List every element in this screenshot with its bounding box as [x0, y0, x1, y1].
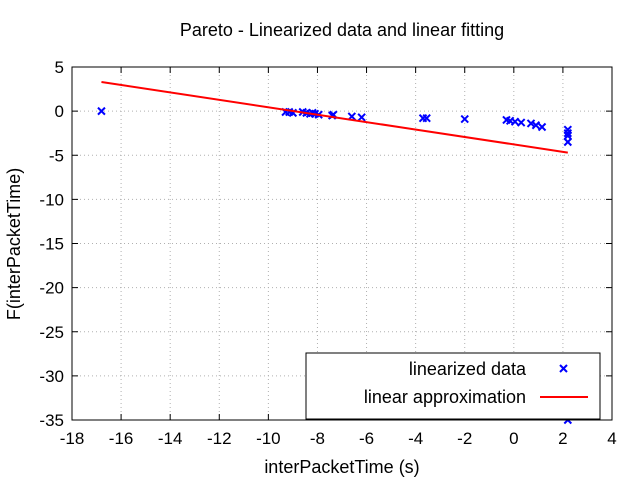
- y-tick-label: -15: [39, 235, 64, 254]
- data-point-stroke: [422, 113, 431, 123]
- x-tick-label: 2: [558, 429, 567, 448]
- y-tick-label: 0: [55, 102, 64, 121]
- x-tick-label: -12: [207, 429, 232, 448]
- y-tick-label: -5: [49, 146, 64, 165]
- x-tick-label: -4: [408, 429, 423, 448]
- data-point: [563, 131, 573, 141]
- legend-box: [305, 352, 601, 420]
- x-tick-label: -14: [158, 429, 183, 448]
- data-point-stroke: [563, 131, 573, 141]
- x-tick-label: -2: [457, 429, 472, 448]
- fit-line: [101, 81, 568, 154]
- y-tick-label: -35: [39, 411, 64, 430]
- x-tick-label: -16: [109, 429, 134, 448]
- y-tick-label: -20: [39, 279, 64, 298]
- data-point: [531, 121, 541, 130]
- legend-marker-x-icon: [559, 364, 568, 373]
- data-point: [422, 113, 431, 123]
- x-tick-label: 4: [607, 429, 616, 448]
- data-point-stroke: [460, 114, 469, 124]
- y-tick-label: 5: [55, 58, 64, 77]
- y-axis-title: F(interPacketTime): [4, 168, 24, 320]
- x-tick-label: -10: [256, 429, 281, 448]
- data-point: [563, 128, 573, 138]
- data-point-stroke: [563, 137, 573, 147]
- data-point: [563, 137, 573, 147]
- y-tick-label: -10: [39, 190, 64, 209]
- data-point-stroke: [308, 108, 317, 118]
- data-point-stroke: [516, 118, 526, 127]
- legend: linearized data linear approximation: [305, 352, 601, 420]
- data-point-stroke: [510, 117, 520, 126]
- x-tick-label: -6: [359, 429, 374, 448]
- data-point-stroke: [502, 115, 511, 125]
- data-point: [537, 122, 547, 132]
- data-point-stroke: [97, 106, 106, 116]
- data-point: [526, 119, 536, 128]
- data-point: [97, 106, 106, 116]
- x-tick-label: 0: [509, 429, 518, 448]
- legend-label-linear-approximation: linear approximation: [364, 387, 526, 407]
- data-point-stroke: [537, 122, 547, 132]
- chart-title: Pareto - Linearized data and linear fitt…: [180, 20, 504, 40]
- x-tick-label: -18: [60, 429, 85, 448]
- data-point-stroke: [285, 107, 294, 117]
- y-tick-label: -30: [39, 367, 64, 386]
- data-point-stroke: [357, 113, 366, 122]
- data-point-stroke: [531, 121, 541, 130]
- data-point: [510, 117, 520, 126]
- x-axis-title: interPacketTime (s): [264, 457, 419, 477]
- grid-layer: [72, 67, 612, 420]
- data-point-stroke: [526, 119, 536, 128]
- data-point: [516, 118, 526, 127]
- data-point-stroke: [563, 128, 573, 138]
- x-tick-label: -8: [310, 429, 325, 448]
- ticks-layer: -18 -16 -14 -12 -10 -8 -6 -4 -2 0 2 450-5-10-15-20-…: [39, 58, 616, 448]
- data-point: [357, 113, 366, 122]
- plot-frame: [71, 66, 613, 421]
- data-layer: [97, 81, 573, 425]
- y-tick-label: -25: [39, 323, 64, 342]
- legend-label-linearized-data: linearized data: [409, 359, 527, 379]
- data-point: [460, 114, 469, 124]
